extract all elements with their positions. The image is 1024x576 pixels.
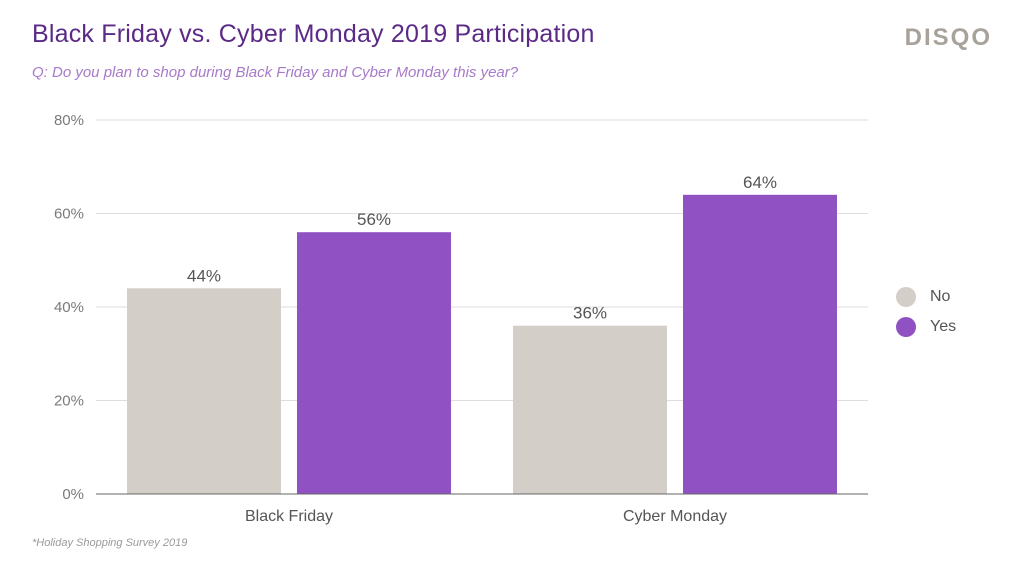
legend-swatch-no — [896, 287, 916, 307]
x-category-label: Cyber Monday — [623, 508, 727, 525]
chart-title: Black Friday vs. Cyber Monday 2019 Parti… — [32, 20, 595, 48]
legend-item-yes: Yes — [896, 312, 956, 342]
bar-no — [127, 288, 281, 494]
x-category-label: Black Friday — [245, 508, 333, 525]
y-tick-label: 80% — [54, 112, 84, 129]
legend-swatch-yes — [896, 317, 916, 337]
legend-item-no: No — [896, 282, 956, 312]
data-label: 44% — [187, 266, 221, 285]
bar-yes — [683, 194, 837, 495]
y-tick-label: 60% — [54, 206, 84, 223]
chart-subtitle: Q: Do you plan to shop during Black Frid… — [32, 64, 519, 81]
footnote: *Holiday Shopping Survey 2019 — [32, 537, 188, 549]
legend-label-no: No — [930, 288, 951, 305]
legend: No Yes — [896, 282, 956, 342]
bar-no — [513, 325, 667, 494]
data-label: 56% — [357, 210, 391, 229]
y-tick-label: 20% — [54, 393, 84, 410]
bar-yes — [297, 232, 451, 494]
y-tick-label: 40% — [54, 299, 84, 316]
data-label: 64% — [743, 173, 777, 192]
legend-label-yes: Yes — [930, 318, 957, 335]
brand-logo: DISQO — [904, 24, 992, 51]
y-tick-label: 0% — [62, 486, 84, 503]
data-label: 36% — [573, 304, 607, 323]
